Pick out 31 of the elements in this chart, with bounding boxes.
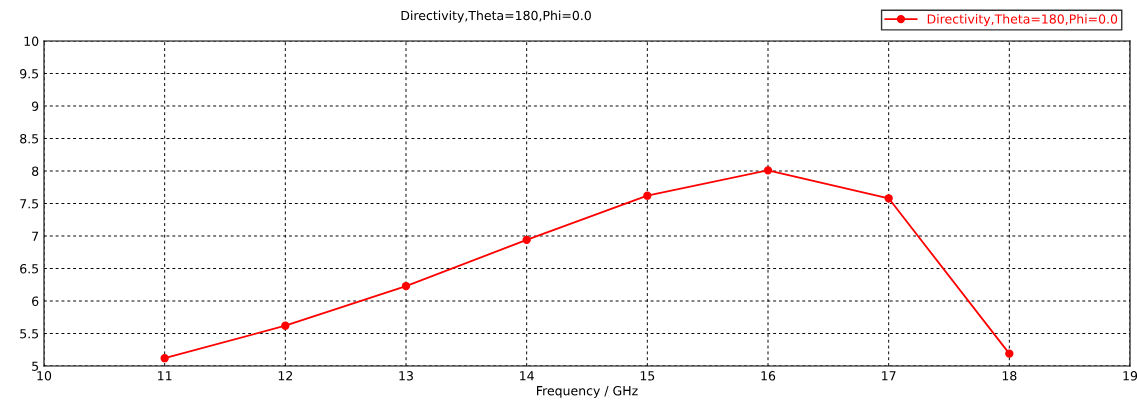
y-tick-label: 8.5 [20,133,39,144]
legend-label: Directivity,Theta=180,Phi=0.0 [927,14,1118,27]
y-tick-label: 9 [31,101,39,111]
y-tick-label: 8 [32,166,39,176]
x-tick-label: 14 [520,371,534,381]
y-tick-label: 5 [32,361,39,371]
point [401,281,411,291]
chart-title: Directivity,Theta=180,Phi=0.0 [401,10,591,23]
point [281,321,290,330]
y-tick-label: 5.5 [20,329,39,339]
y-tick-label: 10 [24,36,39,46]
point [643,191,652,200]
y-tick-label: 7.5 [20,199,39,209]
point [884,194,893,203]
x-tick-label: 13 [399,371,413,381]
x-tick-label: 12 [278,371,293,381]
point [763,166,773,175]
x-tick-label: 17 [882,371,896,381]
point [160,354,169,363]
y-tick-label: 6 [32,296,39,306]
y-tick-label: 7 [32,231,39,241]
x-tick-label: 19 [1123,371,1137,381]
point [1005,349,1014,358]
x-tick-label: 15 [640,371,655,381]
x-tick-label: 16 [761,371,776,381]
x-tick-label: 11 [158,371,172,381]
point [522,235,531,245]
x-tick-label: 18 [1002,371,1017,381]
y-tick-label: 6.5 [20,263,39,274]
x-axis-title: Frequency / GHz [537,385,638,398]
y-tick-label: 9.5 [20,68,39,79]
